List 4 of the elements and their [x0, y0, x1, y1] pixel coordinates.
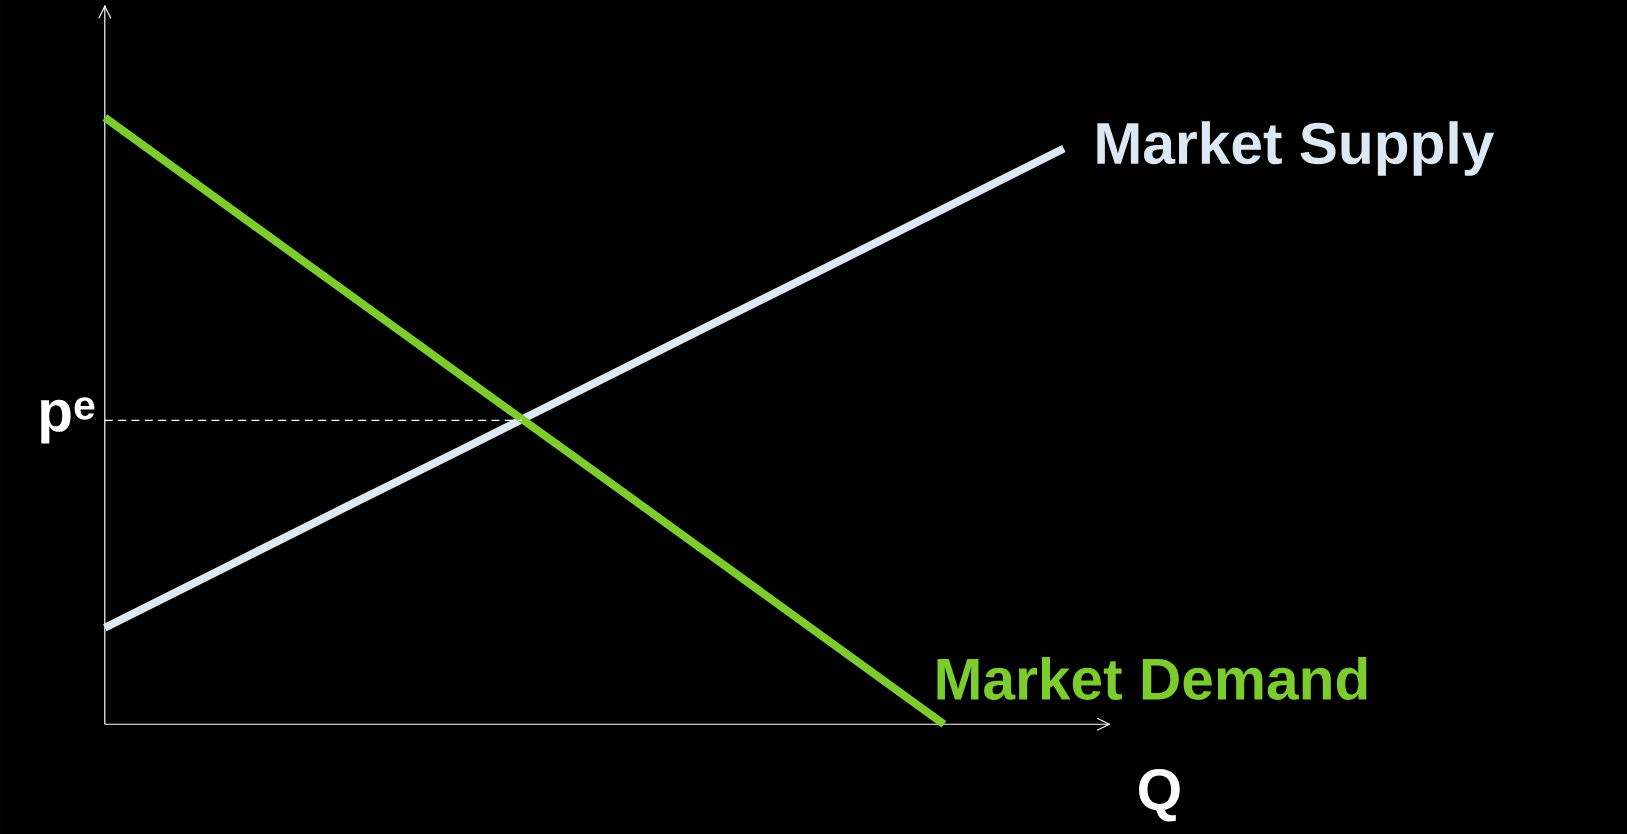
series-label: Market Demand — [937, 656, 1367, 700]
series-label: Market Supply — [1097, 121, 1495, 176]
x-axis-title: Q — [1139, 768, 1180, 822]
ref-line-label: p$^{e}$ — [41, 397, 95, 444]
